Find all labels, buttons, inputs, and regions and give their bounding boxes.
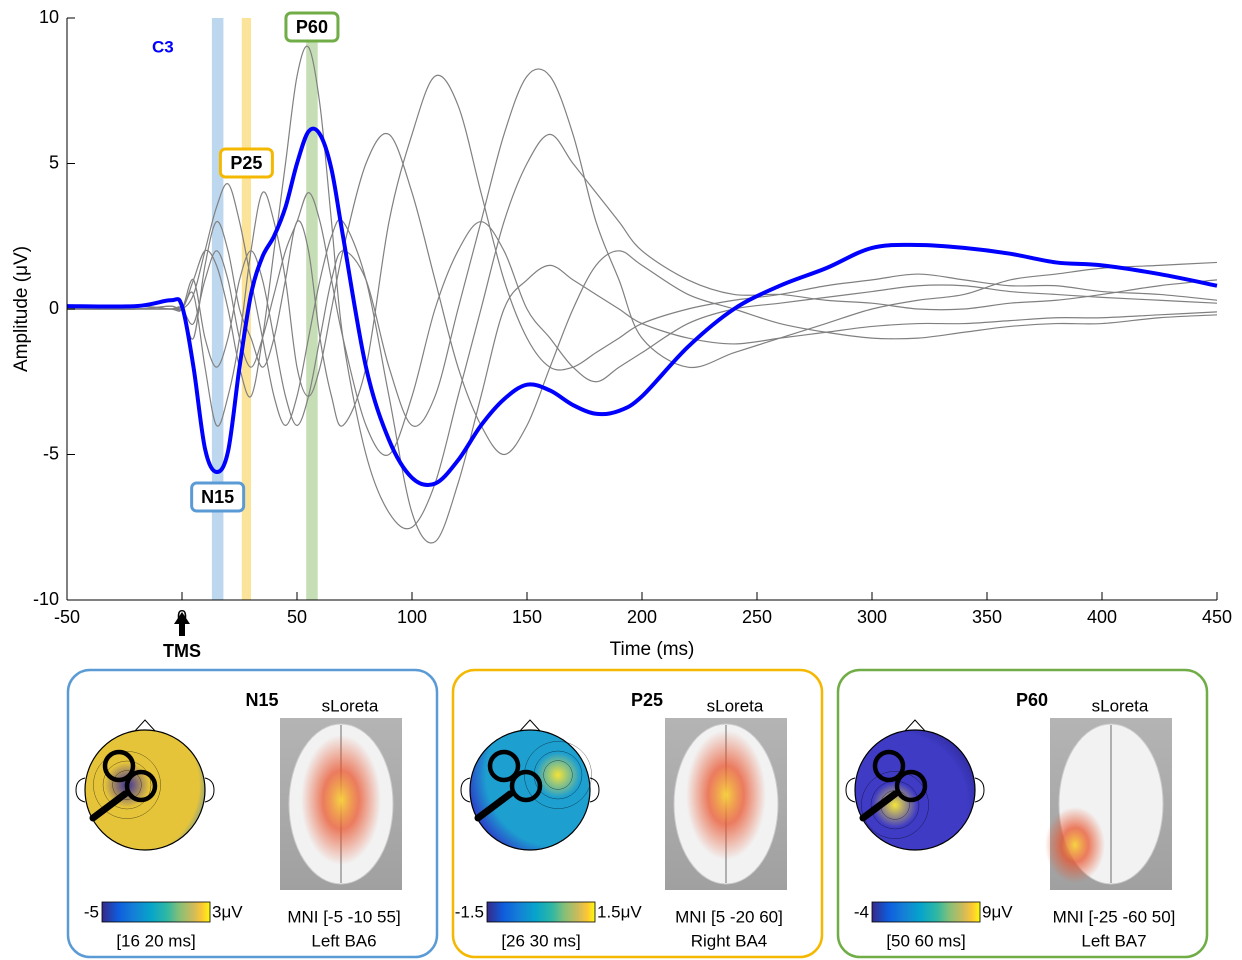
panel-title: P60 (1016, 690, 1048, 710)
ear (204, 777, 215, 803)
mni-coordinates: MNI [5 -20 60] (675, 907, 783, 926)
contour (861, 771, 929, 839)
time-window: [50 60 ms] (886, 931, 965, 950)
panel-title: N15 (245, 690, 278, 710)
channel-line (66, 45, 1218, 530)
y-tick-label: -10 (33, 589, 59, 609)
colorbar-min: -1.5 (455, 902, 484, 921)
method-label: sLoreta (322, 696, 379, 715)
event-arrow (174, 612, 190, 636)
y-tick-label: 10 (39, 7, 59, 27)
panel-title: P25 (631, 690, 663, 710)
channel-line (66, 68, 1218, 427)
channel-line (67, 192, 1218, 457)
contour (524, 741, 592, 809)
x-tick-label: 350 (972, 607, 1002, 627)
contour (543, 760, 573, 790)
contour (102, 760, 152, 810)
highlight-band (306, 18, 318, 600)
coil (872, 749, 906, 783)
peak-label: N15 (201, 487, 234, 507)
series-label: C3 (152, 37, 174, 56)
brain-region: Left BA7 (1081, 931, 1146, 950)
mni-coordinates: MNI [-25 -60 50] (1053, 907, 1176, 926)
x-tick-label: 200 (627, 607, 657, 627)
peak-label-box (190, 481, 246, 513)
x-tick-label: 50 (287, 607, 307, 627)
x-tick-label: 150 (512, 607, 542, 627)
source-activity (301, 735, 381, 865)
time-window: [26 30 ms] (501, 931, 580, 950)
contour (112, 770, 142, 800)
x-tick-label: 400 (1087, 607, 1117, 627)
event-label: TMS (163, 641, 201, 661)
panel-frame (66, 668, 439, 959)
coil (509, 769, 543, 803)
y-tick-label: 0 (49, 298, 59, 318)
channel-line (67, 74, 1218, 427)
colorbar-max: 1.5μV (597, 902, 642, 921)
coil (102, 749, 136, 783)
panel: N15 sLoreta -5 3μV [16 20 ms] MNI [-5 -10 55]… (66, 668, 439, 959)
source-activity (686, 730, 766, 860)
colorbar (101, 901, 211, 923)
nose (133, 719, 157, 733)
coil-handle (89, 790, 129, 822)
panel: P60 sLoreta -4 9μV [50 60 ms] MNI [-25 -60 50… (836, 668, 1209, 959)
topomap (854, 729, 976, 851)
coil-handle (474, 790, 514, 822)
colorbar (871, 901, 981, 923)
ear (589, 777, 600, 803)
x-tick-label: 300 (857, 607, 887, 627)
colorbar-max: 3μV (212, 902, 243, 921)
coil (124, 769, 158, 803)
ear (974, 777, 985, 803)
ear (845, 777, 856, 803)
source-activity (1045, 807, 1105, 883)
y-tick-label: -5 (43, 443, 59, 463)
contour (93, 751, 161, 819)
method-label: sLoreta (707, 696, 764, 715)
coil (894, 769, 928, 803)
panel: P25 sLoreta -1.5 1.5μV [26 30 ms] MNI [5 -20 … (451, 668, 824, 959)
brain-region: Right BA4 (691, 931, 768, 950)
ear (75, 777, 86, 803)
colorbar (486, 901, 596, 923)
ear (460, 777, 471, 803)
x-tick-label: 250 (742, 607, 772, 627)
channel-line (66, 183, 1218, 544)
peak-label-box (284, 11, 340, 43)
method-label: sLoreta (1092, 696, 1149, 715)
peak-label: P60 (296, 17, 328, 37)
time-window: [16 20 ms] (116, 931, 195, 950)
peak-label: P25 (230, 153, 262, 173)
colorbar-min: -5 (84, 902, 99, 921)
nose (903, 719, 927, 733)
nose (518, 719, 542, 733)
topomap (469, 729, 591, 851)
y-tick-label: 5 (49, 152, 59, 172)
colorbar-min: -4 (854, 902, 869, 921)
coil (487, 749, 521, 783)
x-tick-label: 450 (1202, 607, 1232, 627)
series-line (66, 126, 1218, 487)
colorbar-max: 9μV (982, 902, 1013, 921)
mni-coordinates: MNI [-5 -10 55] (287, 907, 400, 926)
panel-frame (836, 668, 1209, 959)
brain-region: Left BA6 (311, 931, 376, 950)
panel-frame (451, 668, 824, 959)
x-tick-label: 100 (397, 607, 427, 627)
y-axis-label: Amplitude (μV) (11, 246, 32, 372)
coil-handle (859, 790, 899, 822)
peak-label-box (218, 147, 274, 179)
x-tick-label: -50 (54, 607, 80, 627)
x-axis-label: Time (ms) (610, 639, 695, 660)
channel-line (67, 132, 1218, 456)
highlight-band (211, 18, 224, 600)
topomap (84, 729, 206, 851)
